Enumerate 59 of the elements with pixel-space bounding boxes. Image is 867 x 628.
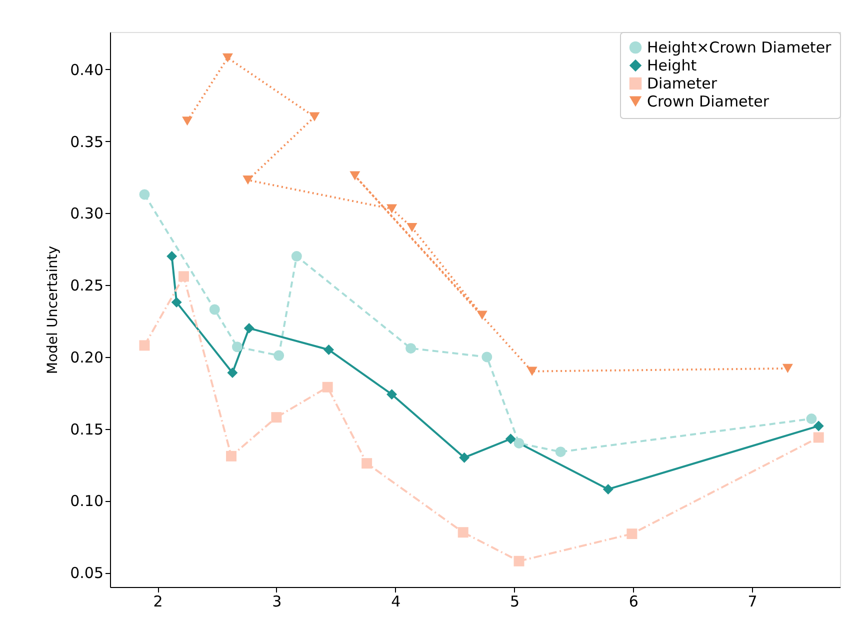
point xyxy=(322,382,333,392)
y-tick-label: 0.40 xyxy=(70,60,104,79)
point xyxy=(226,450,237,462)
point xyxy=(476,310,488,320)
y-tick-label: 0.25 xyxy=(70,276,104,295)
point xyxy=(182,116,193,126)
point xyxy=(139,189,150,200)
point xyxy=(458,527,468,538)
y-tick-label: 0.20 xyxy=(70,348,104,366)
point xyxy=(171,297,182,308)
point xyxy=(139,340,150,351)
point xyxy=(271,412,282,423)
point xyxy=(602,484,614,494)
point xyxy=(362,458,372,469)
y-tick-label: 0.35 xyxy=(70,132,104,151)
point xyxy=(244,322,254,334)
point xyxy=(406,223,418,232)
point xyxy=(222,53,233,62)
point xyxy=(232,342,242,352)
y-tick-label: 0.10 xyxy=(70,492,104,510)
x-tick-label: 5 xyxy=(510,592,520,610)
legend-label: Crown Diameter xyxy=(647,92,770,110)
point xyxy=(386,204,398,214)
point xyxy=(482,352,492,362)
point xyxy=(309,112,320,122)
point xyxy=(555,446,566,458)
point xyxy=(406,343,416,354)
point xyxy=(813,420,824,432)
legend-label: Diameter xyxy=(647,74,718,92)
point xyxy=(514,556,524,566)
point xyxy=(166,251,178,262)
point xyxy=(386,389,398,400)
x-tick-label: 7 xyxy=(748,592,758,610)
point xyxy=(274,350,284,361)
point xyxy=(209,304,220,315)
point xyxy=(526,366,538,376)
point xyxy=(324,344,334,356)
point xyxy=(291,251,302,262)
legend-label: Height xyxy=(647,56,697,74)
legend-label: Height×Crown Diameter xyxy=(647,38,832,56)
point xyxy=(806,414,817,424)
x-tick-label: 3 xyxy=(272,592,282,610)
point xyxy=(626,528,638,540)
x-tick-label: 6 xyxy=(628,592,638,610)
point xyxy=(227,368,238,378)
y-tick-label: 0.30 xyxy=(70,204,104,223)
point xyxy=(350,171,360,180)
point xyxy=(459,452,470,463)
point xyxy=(782,364,793,373)
point xyxy=(505,434,516,444)
x-tick-label: 4 xyxy=(391,592,401,610)
y-tick-label: 0.15 xyxy=(70,420,104,438)
point xyxy=(514,438,524,448)
y-axis-title: Model Uncertainty xyxy=(45,246,62,374)
point xyxy=(178,271,189,282)
y-tick-label: 0.05 xyxy=(70,564,104,582)
point xyxy=(242,176,254,185)
point xyxy=(813,432,824,443)
x-tick-label: 2 xyxy=(153,592,163,610)
